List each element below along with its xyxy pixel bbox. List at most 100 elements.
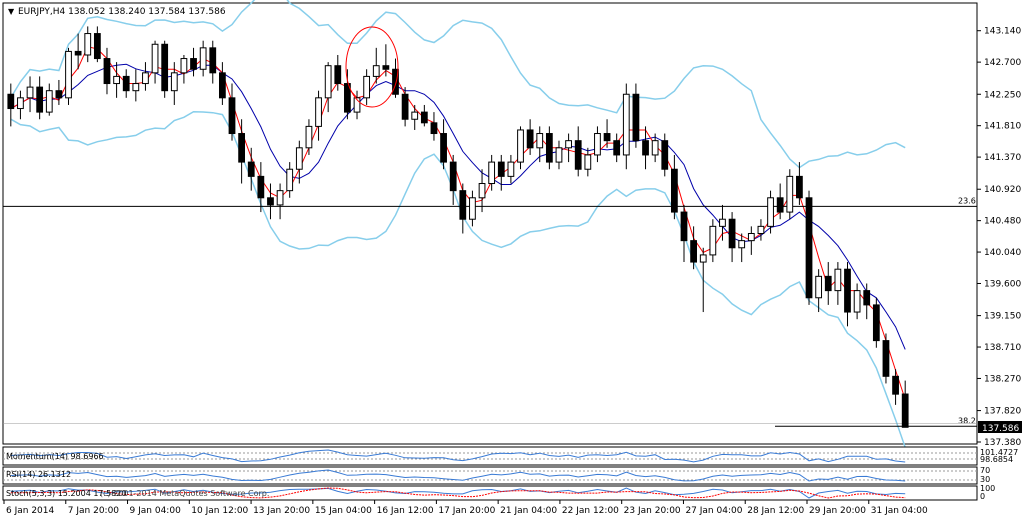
candle xyxy=(170,62,178,105)
candle xyxy=(555,140,563,170)
x-tick-label: 31 Jan 04:00 xyxy=(871,506,928,516)
candle-body xyxy=(363,75,371,99)
candle xyxy=(161,40,169,98)
candle-body xyxy=(93,33,101,60)
candle-body xyxy=(497,161,505,177)
candle xyxy=(315,90,322,141)
candle xyxy=(45,83,53,116)
stoch-level-100: 100 xyxy=(980,484,995,493)
stoch-label: Stoch(5,3,3) 15.2004 17.5820 xyxy=(6,489,126,498)
x-tick-label: 7 Jan 20:00 xyxy=(68,506,120,516)
candle-body xyxy=(286,168,294,192)
candle xyxy=(228,83,236,141)
candle xyxy=(603,119,611,148)
candle xyxy=(805,190,813,305)
candle xyxy=(796,162,803,205)
y-tick-label: 142.700 xyxy=(984,58,1021,68)
last-price-label: 137.586 xyxy=(982,424,1019,434)
candle xyxy=(151,40,159,84)
momentum-label: Momentum(14) 98.6966 xyxy=(6,452,104,461)
candle-body xyxy=(594,133,601,156)
candle xyxy=(26,76,34,113)
candle xyxy=(738,233,746,263)
candle-body xyxy=(690,240,698,263)
candle xyxy=(295,140,303,184)
y-tick-label: 139.600 xyxy=(984,279,1021,289)
candle-body xyxy=(151,43,159,74)
x-tick-label: 29 Jan 20:00 xyxy=(809,506,866,516)
candle-body xyxy=(372,65,380,77)
y-tick-label: 141.370 xyxy=(984,153,1021,163)
candle-body xyxy=(55,90,63,99)
candle-body xyxy=(315,97,322,127)
x-tick-label: 9 Jan 04:00 xyxy=(130,506,182,516)
candle xyxy=(853,283,861,320)
y-tick-label: 137.380 xyxy=(984,438,1021,448)
x-tick-label: 23 Jan 20:00 xyxy=(624,506,681,516)
candle xyxy=(747,226,755,255)
candle-body xyxy=(526,129,534,149)
candle xyxy=(882,333,890,384)
candle xyxy=(392,58,399,98)
candle xyxy=(459,183,467,234)
candle-body xyxy=(767,197,774,227)
candle-body xyxy=(84,33,92,56)
y-axis: 143.140 142.700 142.250 141.810 141.370 140.9… xyxy=(977,27,1021,448)
candle-body xyxy=(113,75,120,85)
candle xyxy=(651,133,659,163)
candle-body xyxy=(478,183,486,199)
candle xyxy=(565,133,572,163)
candle xyxy=(276,183,284,220)
candle xyxy=(36,76,44,120)
candle-body xyxy=(834,268,842,292)
bollinger-lower xyxy=(10,110,906,448)
candle xyxy=(507,154,515,184)
candle xyxy=(594,126,601,163)
candle-body xyxy=(545,133,553,163)
candle-body xyxy=(74,50,82,56)
candle xyxy=(690,226,698,270)
candle-body xyxy=(469,197,476,220)
candle xyxy=(65,47,72,105)
candle-body xyxy=(382,65,390,70)
candle xyxy=(190,47,197,77)
candle xyxy=(247,147,255,191)
candle-body xyxy=(267,197,274,206)
candle-body xyxy=(353,97,361,113)
rsi-panel: RSI(14) 26.1312 70 30 xyxy=(2,466,990,485)
candle-body xyxy=(122,75,130,92)
candle-body xyxy=(901,393,909,428)
candle-body xyxy=(65,50,72,99)
candle-body xyxy=(574,140,582,170)
candle xyxy=(901,380,909,428)
candle xyxy=(199,40,207,77)
candle-body xyxy=(228,97,236,135)
candle xyxy=(892,369,899,405)
candle xyxy=(382,44,390,77)
candle-body xyxy=(584,154,592,170)
candle-body xyxy=(632,93,640,142)
candles xyxy=(7,26,909,428)
candle-body xyxy=(180,58,188,74)
candle xyxy=(497,154,505,191)
bollinger-bands xyxy=(10,0,906,448)
candle xyxy=(218,62,226,105)
candle xyxy=(142,62,149,91)
candle-body xyxy=(892,375,899,395)
candle xyxy=(863,283,871,320)
candle-body xyxy=(209,47,217,74)
candle-body xyxy=(142,72,149,85)
x-tick-label: 28 Jan 12:00 xyxy=(747,506,804,516)
candle xyxy=(776,183,784,220)
candle-body xyxy=(440,133,447,163)
candle xyxy=(536,126,544,163)
candle-body xyxy=(199,47,207,70)
candle xyxy=(353,90,361,120)
candle xyxy=(84,26,92,63)
candle xyxy=(267,183,274,220)
stoch-main-line xyxy=(10,487,906,499)
candle-body xyxy=(488,161,496,185)
y-tick-label: 137.820 xyxy=(984,407,1021,417)
